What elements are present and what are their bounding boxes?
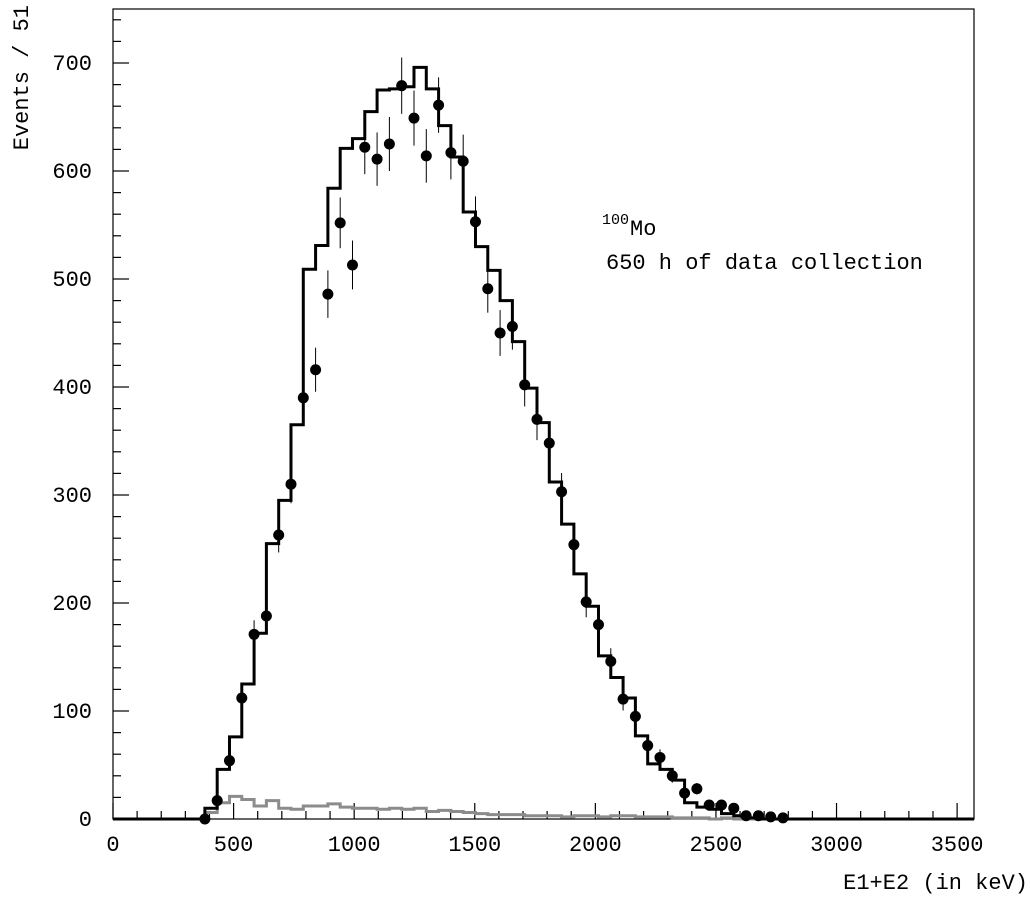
data-point [765, 811, 777, 823]
y-tick-label: 200 [52, 592, 92, 617]
data-point [359, 141, 371, 153]
data-point [260, 610, 272, 622]
x-tick-label: 1500 [448, 833, 501, 858]
x-tick-label: 1000 [328, 833, 381, 858]
data-point [777, 812, 789, 824]
data-point [679, 787, 691, 799]
data-point [482, 283, 494, 295]
data-point [691, 783, 703, 795]
data-point [531, 413, 543, 425]
data-point [580, 596, 592, 608]
isotope-symbol: Mo [630, 217, 656, 242]
data-point [605, 655, 617, 667]
x-tick-label: 2500 [690, 833, 743, 858]
data-point [519, 379, 531, 391]
x-tick-label: 500 [214, 833, 254, 858]
data-point [543, 437, 555, 449]
y-axis-label: Events / 51 [10, 5, 35, 150]
x-tick-label: 3500 [931, 833, 984, 858]
data-point [285, 478, 297, 490]
data-points [199, 57, 789, 825]
data-point [346, 259, 358, 271]
data-point [297, 392, 309, 404]
data-point [617, 693, 629, 705]
plot-frame [112, 8, 975, 820]
y-tick-label: 300 [52, 484, 92, 509]
x-tick-label: 0 [106, 833, 119, 858]
data-point [469, 216, 481, 228]
y-tick-label: 100 [52, 700, 92, 725]
data-point [408, 112, 420, 124]
data-point [445, 147, 457, 159]
y-tick-label: 600 [52, 160, 92, 185]
data-point [457, 155, 469, 167]
data-point [740, 810, 752, 822]
data-point [728, 802, 740, 814]
background-histogram [113, 794, 974, 821]
data-point [494, 327, 506, 339]
data-point [383, 138, 395, 150]
x-axis-tick-labels: 0 500 1000 1500 2000 2500 3000 3500 [106, 833, 983, 858]
y-axis-ticks [113, 19, 129, 820]
data-point [433, 99, 445, 111]
y-tick-label: 0 [79, 808, 92, 833]
data-point [310, 364, 322, 376]
data-point [396, 80, 408, 92]
data-point [506, 321, 518, 333]
data-point [236, 692, 248, 704]
data-point [568, 539, 580, 551]
data-point [420, 150, 432, 162]
data-point [629, 710, 641, 722]
data-point [715, 799, 727, 811]
y-tick-label: 700 [52, 52, 92, 77]
data-point [199, 813, 211, 825]
data-point [752, 810, 764, 822]
y-tick-label: 400 [52, 376, 92, 401]
data-point [371, 153, 383, 165]
data-point [642, 740, 654, 752]
x-tick-label: 3000 [810, 833, 863, 858]
data-point [703, 799, 715, 811]
data-point [223, 755, 235, 767]
data-point [211, 795, 223, 807]
y-tick-label: 500 [52, 268, 92, 293]
data-point [592, 619, 604, 631]
data-point [273, 529, 285, 541]
data-point [334, 217, 346, 229]
isotope-mass-number: 100 [602, 212, 629, 229]
data-point [654, 751, 666, 763]
data-point [248, 628, 260, 640]
annotation-exposure: 650 h of data collection [606, 251, 923, 276]
x-tick-label: 2000 [569, 833, 622, 858]
data-point [556, 486, 568, 498]
x-axis-label: E1+E2 (in keV) [843, 871, 1028, 896]
data-point [322, 288, 334, 300]
data-point [666, 770, 678, 782]
y-axis-tick-labels: 0 100 200 300 400 500 600 700 [52, 52, 92, 833]
